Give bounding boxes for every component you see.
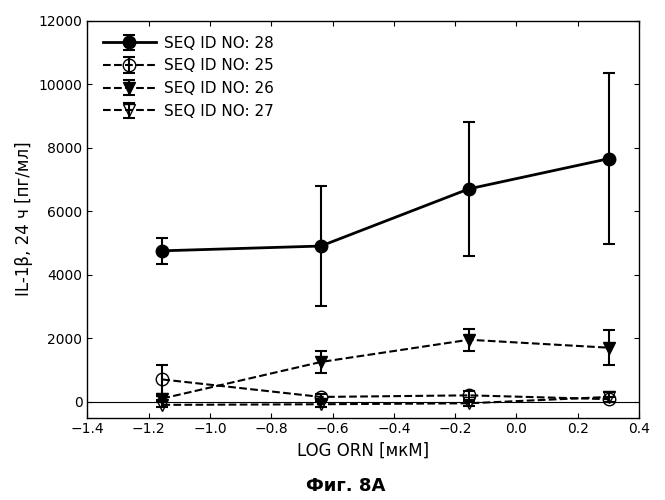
Legend: SEQ ID NO: 28, SEQ ID NO: 25, SEQ ID NO: 26, SEQ ID NO: 27: SEQ ID NO: 28, SEQ ID NO: 25, SEQ ID NO:…: [95, 28, 281, 126]
X-axis label: LOG ORN [мкМ]: LOG ORN [мкМ]: [297, 442, 429, 460]
Text: Фиг. 8A: Фиг. 8A: [306, 477, 386, 495]
Y-axis label: IL-1β, 24 ч [пг/мл]: IL-1β, 24 ч [пг/мл]: [15, 142, 33, 296]
